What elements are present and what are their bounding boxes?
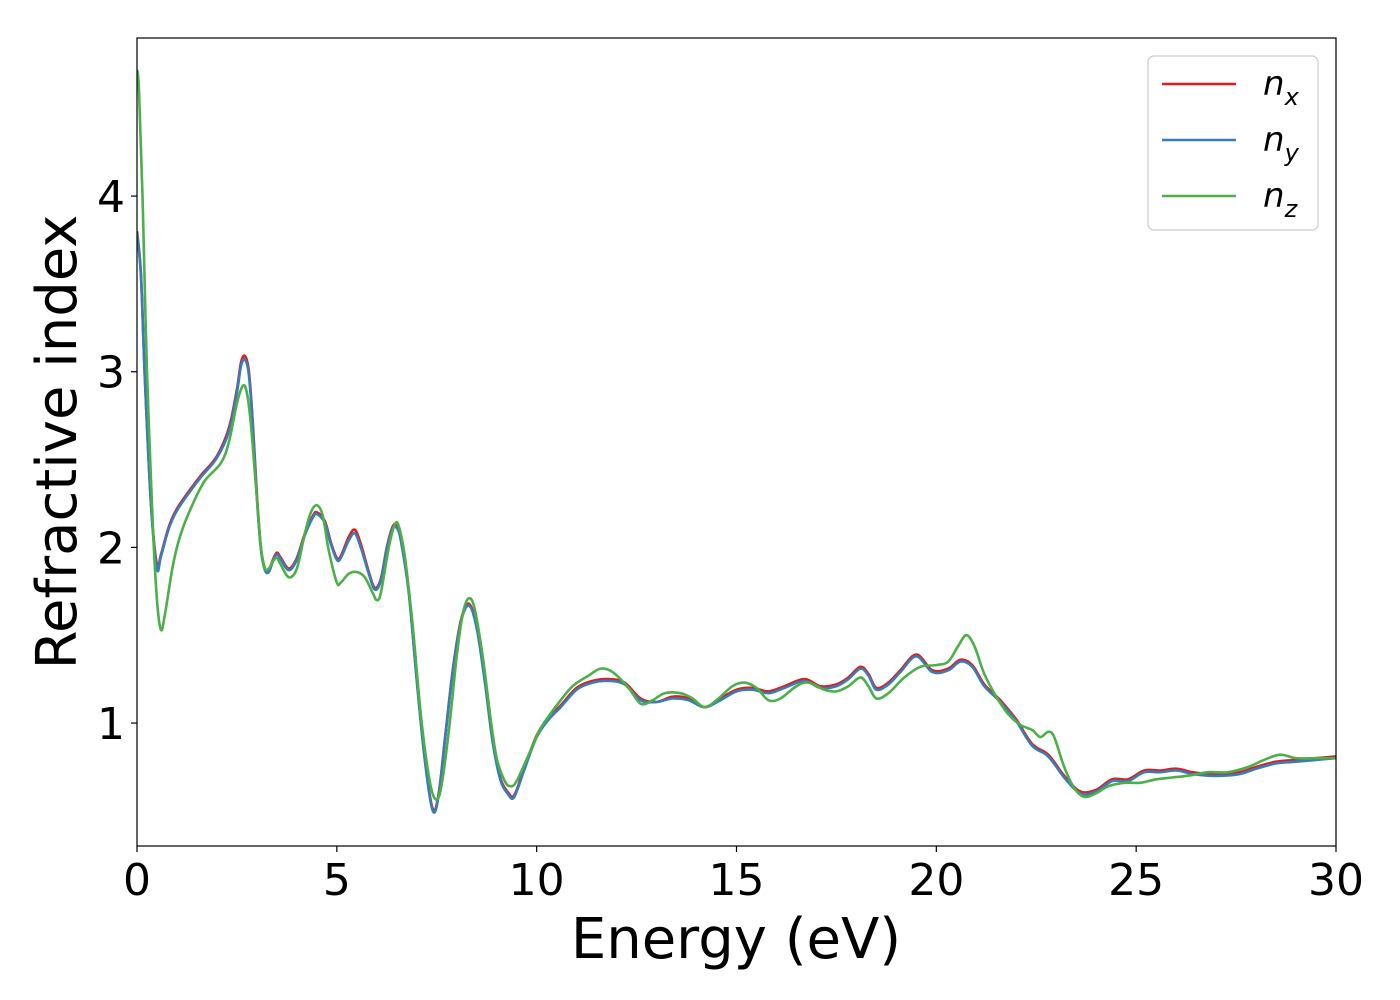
legend-label-nz: nz — [1263, 176, 1299, 223]
x-tick-label: 30 — [1308, 855, 1364, 906]
x-axis-ticks: 0 5 10 15 20 25 30 — [123, 846, 1364, 906]
x-tick-label: 15 — [709, 855, 765, 906]
x-tick-label: 10 — [509, 855, 565, 906]
x-tick-label: 20 — [908, 855, 964, 906]
legend-label-ny: ny — [1263, 120, 1300, 167]
x-tick-label: 0 — [123, 855, 151, 906]
x-tick-label: 5 — [323, 855, 351, 906]
plot-area — [137, 38, 1336, 846]
series-line-nz — [137, 69, 1336, 802]
legend-label-nx: nx — [1263, 64, 1300, 111]
y-tick-label: 1 — [97, 699, 125, 750]
y-tick-label: 3 — [97, 348, 125, 399]
legend-box — [1147, 55, 1319, 231]
y-tick-label: 4 — [97, 172, 125, 223]
y-axis-label: Refractive index — [25, 215, 90, 670]
y-tick-label: 2 — [97, 523, 125, 574]
legend: nx ny nz — [1147, 55, 1319, 231]
x-tick-label: 25 — [1108, 855, 1164, 906]
y-axis-ticks: 1 2 3 4 — [97, 172, 137, 750]
x-axis-label: Energy (eV) — [571, 907, 901, 972]
series-lines — [137, 69, 1336, 814]
